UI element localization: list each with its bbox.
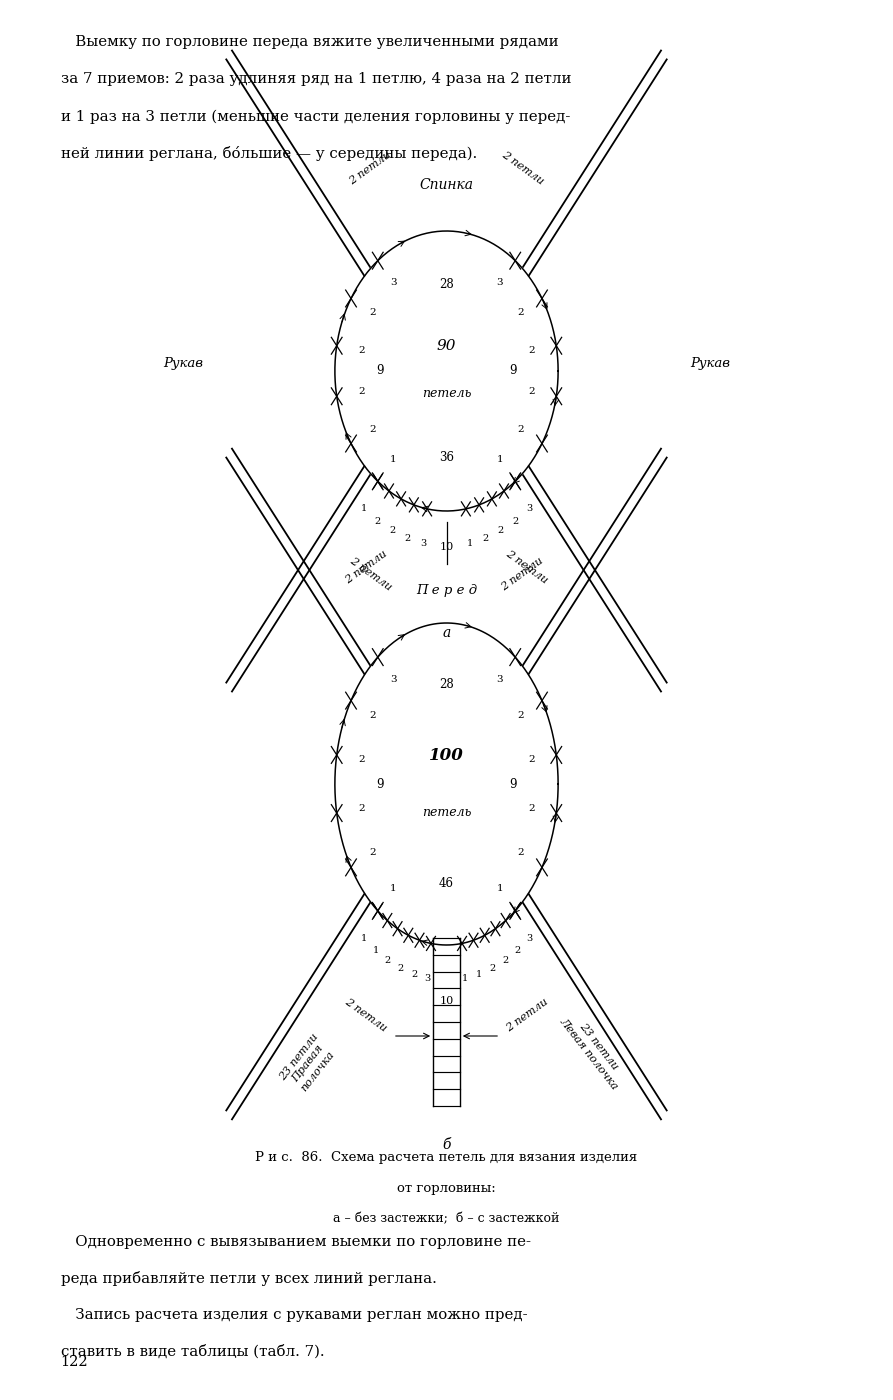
Text: 2: 2 [489, 963, 496, 973]
Text: 3: 3 [497, 279, 503, 287]
Text: 2: 2 [385, 956, 391, 965]
Text: 1: 1 [462, 973, 468, 983]
Text: 2 петли: 2 петли [343, 549, 389, 585]
Text: 2: 2 [369, 308, 376, 318]
Text: 2: 2 [517, 848, 524, 857]
Text: 2 петли: 2 петли [504, 549, 550, 585]
Text: 2: 2 [369, 711, 376, 720]
Text: 1: 1 [497, 885, 503, 893]
Text: 23 петли
Левая полочка: 23 петли Левая полочка [558, 1009, 630, 1091]
Text: 2: 2 [529, 386, 535, 396]
Text: 1: 1 [390, 455, 396, 463]
Text: 3: 3 [420, 539, 426, 547]
Text: 28: 28 [439, 678, 454, 690]
Text: 2: 2 [358, 756, 364, 764]
Text: 2: 2 [514, 946, 521, 955]
Text: а – без застежки;  б – с застежкой: а – без застежки; б – с застежкой [333, 1212, 560, 1225]
Text: а: а [442, 626, 451, 640]
Text: 1: 1 [497, 455, 503, 463]
Text: ней линии реглана, бо́льшие — у середины переда).: ней линии реглана, бо́льшие — у середины… [61, 146, 477, 161]
Text: 10: 10 [439, 542, 454, 553]
Text: за 7 приемов: 2 раза удлиняя ряд на 1 петлю, 4 раза на 2 петли: за 7 приемов: 2 раза удлиняя ряд на 1 пе… [61, 71, 572, 85]
Text: от горловины:: от горловины: [397, 1182, 496, 1194]
Text: 2: 2 [358, 346, 364, 356]
Text: реда прибавляйте петли у всех линий реглана.: реда прибавляйте петли у всех линий регл… [61, 1271, 437, 1287]
Text: 2 петли: 2 петли [343, 997, 389, 1033]
Text: Запись расчета изделия с рукавами реглан можно пред-: Запись расчета изделия с рукавами реглан… [61, 1308, 528, 1322]
Text: 2: 2 [358, 804, 364, 812]
Text: 3: 3 [425, 973, 431, 983]
Text: 2: 2 [369, 424, 376, 434]
Text: 36: 36 [439, 451, 454, 465]
Text: 2: 2 [502, 956, 508, 965]
Text: 46: 46 [439, 878, 454, 890]
Text: 1: 1 [476, 970, 482, 979]
Text: 2: 2 [374, 517, 380, 525]
Text: 2: 2 [482, 533, 488, 543]
Text: 9: 9 [376, 364, 383, 378]
Text: 9: 9 [510, 777, 517, 791]
Text: 2: 2 [529, 346, 535, 356]
Text: 2: 2 [517, 308, 524, 318]
Text: 10: 10 [439, 995, 454, 1007]
Text: петель: петель [421, 805, 472, 819]
Text: Выемку по горловине переда вяжите увеличенными рядами: Выемку по горловине переда вяжите увелич… [61, 35, 558, 49]
Text: 2 петли: 2 петли [504, 997, 550, 1033]
Text: 1: 1 [361, 934, 367, 944]
Text: 2: 2 [517, 424, 524, 434]
Text: 2 петли: 2 петли [347, 556, 394, 592]
Text: 1: 1 [467, 539, 473, 547]
Text: 2: 2 [529, 804, 535, 812]
Text: 90: 90 [437, 339, 456, 353]
Text: 9: 9 [510, 364, 517, 378]
Text: 2 петли: 2 петли [499, 556, 546, 592]
Text: 2: 2 [517, 711, 524, 720]
Text: 2 петли: 2 петли [347, 150, 394, 186]
Text: 9: 9 [376, 777, 383, 791]
Text: 23 петли
Правая
полочка: 23 петли Правая полочка [278, 1032, 338, 1096]
Text: 2 петли: 2 петли [499, 150, 546, 186]
Text: 2: 2 [411, 970, 417, 979]
Text: 100: 100 [429, 748, 464, 764]
Text: 2: 2 [388, 526, 395, 535]
Text: П е р е д: П е р е д [416, 584, 477, 596]
Text: Рукав: Рукав [163, 357, 203, 371]
Text: б: б [442, 1138, 451, 1152]
Text: 3: 3 [497, 675, 503, 683]
Text: Одновременно с вывязыванием выемки по горловине пе-: Одновременно с вывязыванием выемки по го… [61, 1235, 530, 1249]
Text: 2: 2 [358, 386, 364, 396]
Text: 3: 3 [526, 934, 532, 944]
Text: 3: 3 [526, 504, 532, 514]
Text: 2: 2 [529, 756, 535, 764]
Text: 2: 2 [397, 963, 404, 973]
Text: и 1 раз на 3 петли (меньшие части деления горловины у перед-: и 1 раз на 3 петли (меньшие части делени… [61, 109, 570, 123]
Text: 3: 3 [390, 675, 396, 683]
Text: Рукав: Рукав [690, 357, 730, 371]
Text: 28: 28 [439, 277, 454, 291]
Text: 2: 2 [405, 533, 411, 543]
Text: 3: 3 [390, 279, 396, 287]
Text: 2: 2 [498, 526, 505, 535]
Text: Р и с.  86.  Схема расчета петель для вязания изделия: Р и с. 86. Схема расчета петель для вяза… [255, 1151, 638, 1163]
Text: 2: 2 [513, 517, 519, 525]
Text: 1: 1 [372, 946, 379, 955]
Text: 1: 1 [390, 885, 396, 893]
Text: ставить в виде таблицы (табл. 7).: ставить в виде таблицы (табл. 7). [61, 1344, 324, 1358]
Text: 1: 1 [361, 504, 367, 514]
Text: 2: 2 [369, 848, 376, 857]
Text: петель: петель [421, 386, 472, 400]
Text: Спинка: Спинка [420, 178, 473, 192]
Text: 122: 122 [61, 1355, 88, 1369]
